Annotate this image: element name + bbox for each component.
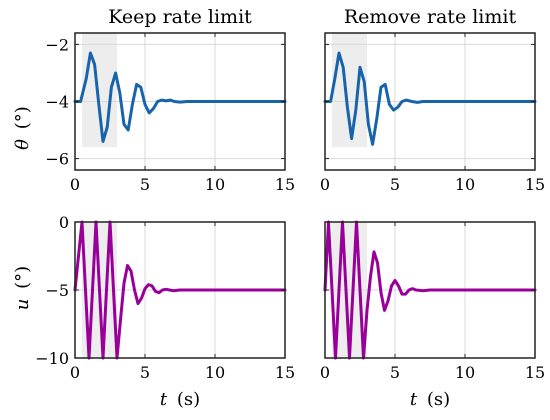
x-tick-label: 5 xyxy=(390,363,400,382)
col-title-remove: Remove rate limit xyxy=(344,6,517,28)
y-tick-label: −2 xyxy=(45,35,69,54)
panel-u-keep: 0 5 10 15 −10 −5 0 xyxy=(35,213,295,382)
series-line-0 xyxy=(323,51,537,146)
x-tick-label: 0 xyxy=(70,175,80,194)
col-title-keep: Keep rate limit xyxy=(108,6,252,28)
x-tick-label: 10 xyxy=(455,175,475,194)
x-tick-label: 5 xyxy=(390,175,400,194)
y-tick-label: −6 xyxy=(45,150,69,169)
y-tick-label: −5 xyxy=(45,281,69,300)
panel-u-remove: 0 5 10 15 xyxy=(320,220,545,382)
x-tick-label: 15 xyxy=(525,363,545,382)
x-tick-label: 0 xyxy=(320,363,330,382)
x-tick-label: 15 xyxy=(525,175,545,194)
y-tick-label: −10 xyxy=(35,349,69,368)
ylabel-u: u (°) xyxy=(12,266,33,310)
x-tick-label: 15 xyxy=(275,363,295,382)
x-tick-label: 5 xyxy=(140,175,150,194)
xlabel-left: t (s) xyxy=(160,389,200,410)
ylabel-theta: θ (°) xyxy=(12,106,33,150)
x-tick-label: 10 xyxy=(205,175,225,194)
y-tick-label: −4 xyxy=(45,93,69,112)
x-tick-label: 10 xyxy=(455,363,475,382)
series-line-0 xyxy=(73,51,287,143)
x-tick-label: 0 xyxy=(320,175,330,194)
y-tick-label: 0 xyxy=(59,213,69,232)
x-tick-label: 15 xyxy=(275,175,295,194)
panel-theta-remove: 0 5 10 15 xyxy=(320,32,545,194)
x-tick-label: 10 xyxy=(205,363,225,382)
x-tick-label: 0 xyxy=(70,363,80,382)
xlabel-right: t (s) xyxy=(410,389,450,410)
panel-theta-keep: 0 5 10 15 −6 −4 −2 xyxy=(45,32,295,194)
x-tick-label: 5 xyxy=(140,363,150,382)
